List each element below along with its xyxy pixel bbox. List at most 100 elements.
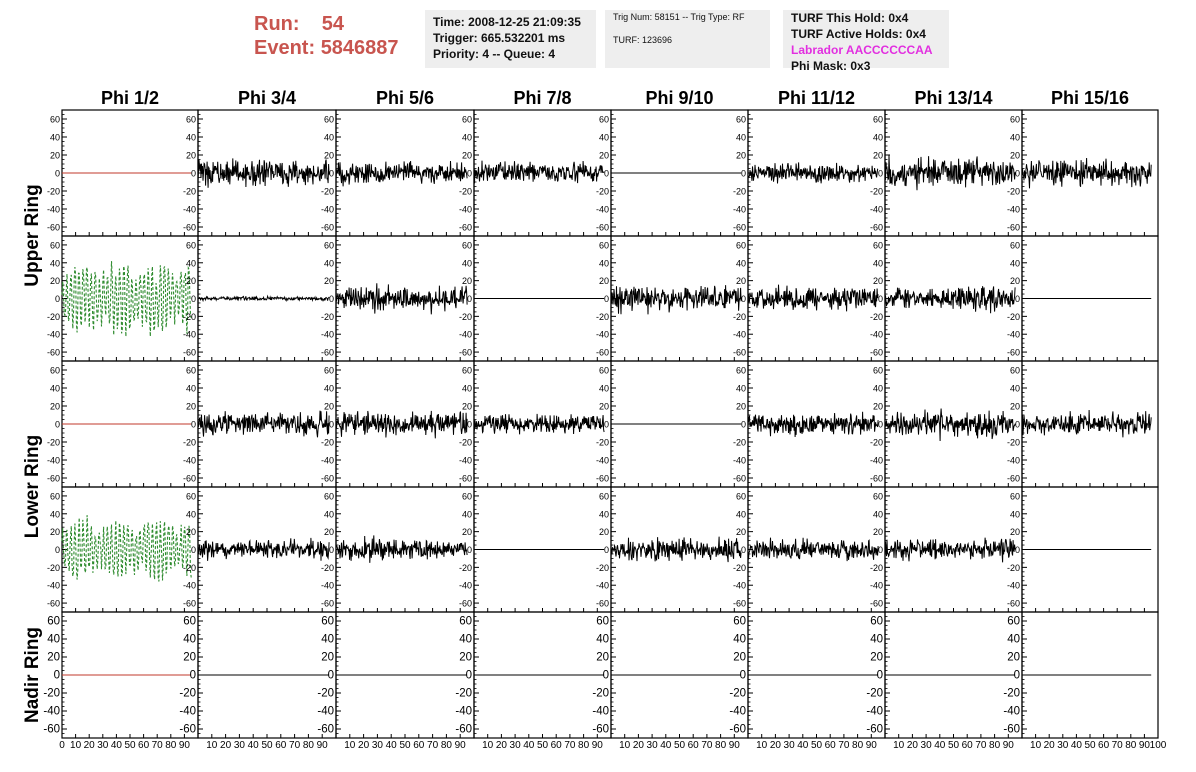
- event-label: Event:: [254, 37, 316, 59]
- y-tick-label: -40: [733, 205, 746, 215]
- y-tick-label: 60: [462, 491, 472, 501]
- y-tick-label: 60: [324, 366, 334, 376]
- y-tick-label: 40: [321, 634, 334, 646]
- y-tick-label: 20: [50, 402, 60, 412]
- y-tick-label: -60: [321, 599, 334, 609]
- y-tick-label: 40: [599, 258, 609, 268]
- x-tick-label: 60: [825, 740, 837, 751]
- y-tick-label: 0: [55, 545, 60, 555]
- y-tick-label: -40: [183, 330, 196, 340]
- y-tick-label: -40: [596, 205, 609, 215]
- y-tick-label: 60: [50, 491, 60, 501]
- y-tick-label: -40: [596, 456, 609, 466]
- x-tick-label: 70: [1112, 740, 1124, 751]
- y-tick-label: 60: [324, 240, 334, 250]
- y-tick-label: -40: [317, 706, 334, 718]
- run-label: Run:: [254, 13, 300, 35]
- y-tick-label: 40: [50, 384, 60, 394]
- y-tick-label: 20: [462, 276, 472, 286]
- y-tick-label: 40: [324, 258, 334, 268]
- x-tick-label: 20: [358, 740, 370, 751]
- y-tick-label: 20: [186, 276, 196, 286]
- x-tick-label: 80: [989, 740, 1001, 751]
- x-tick-label: 0: [59, 740, 65, 751]
- y-tick-label: -60: [321, 223, 334, 233]
- y-tick-label: 20: [50, 527, 60, 537]
- y-tick-label: -60: [870, 599, 883, 609]
- y-tick-label: 60: [186, 491, 196, 501]
- x-tick-label: 20: [1044, 740, 1056, 751]
- y-tick-label: -20: [1007, 438, 1020, 448]
- y-tick-label: 0: [603, 670, 609, 682]
- x-tick-label: 60: [1098, 740, 1110, 751]
- y-tick-label: 20: [736, 151, 746, 161]
- ring-label: Upper Ring: [22, 184, 43, 286]
- waveform-trace: [335, 283, 468, 315]
- y-tick-label: -20: [459, 563, 472, 573]
- y-tick-label: 40: [186, 133, 196, 143]
- y-tick-label: -60: [179, 724, 196, 736]
- y-tick-label: 0: [878, 169, 883, 179]
- y-tick-label: 60: [324, 491, 334, 501]
- y-tick-label: 0: [329, 294, 334, 304]
- y-tick-label: 0: [1015, 169, 1020, 179]
- y-tick-label: 20: [870, 652, 883, 664]
- y-tick-label: 60: [186, 115, 196, 125]
- y-tick-label: 20: [873, 402, 883, 412]
- y-tick-label: 40: [1010, 384, 1020, 394]
- y-tick-label: -60: [321, 348, 334, 358]
- x-tick-label: 90: [455, 740, 467, 751]
- y-tick-label: 60: [183, 616, 196, 628]
- waveform-trace: [197, 294, 330, 303]
- y-tick-label: 0: [604, 420, 609, 430]
- y-tick-label: -20: [47, 563, 60, 573]
- y-tick-label: 40: [324, 509, 334, 519]
- y-tick-label: -20: [733, 438, 746, 448]
- y-tick-label: 0: [467, 545, 472, 555]
- run-value: 54: [321, 13, 345, 35]
- x-tick-label: 90: [592, 740, 604, 751]
- y-tick-label: 60: [599, 366, 609, 376]
- y-tick-label: 60: [599, 240, 609, 250]
- x-tick-label: 40: [523, 740, 535, 751]
- y-tick-label: -40: [729, 706, 746, 718]
- y-tick-label: 0: [54, 670, 60, 682]
- x-tick-label: 30: [647, 740, 659, 751]
- y-tick-label: 60: [321, 616, 334, 628]
- phi-mask-text: Phi Mask: 0x3: [791, 59, 871, 73]
- y-tick-label: -20: [183, 312, 196, 322]
- column-header: Phi 5/6: [376, 88, 434, 108]
- y-tick-label: -60: [596, 223, 609, 233]
- y-tick-label: 40: [599, 133, 609, 143]
- y-tick-label: 0: [191, 294, 196, 304]
- waveform-trace: [61, 515, 192, 582]
- y-tick-label: 20: [599, 527, 609, 537]
- y-tick-label: -40: [179, 706, 196, 718]
- waveform-trace: [335, 410, 468, 439]
- y-tick-label: 40: [462, 258, 472, 268]
- x-tick-label: 70: [427, 740, 439, 751]
- y-tick-label: -20: [596, 438, 609, 448]
- x-tick-label: 40: [111, 740, 123, 751]
- y-tick-label: 40: [1010, 509, 1020, 519]
- y-tick-label: 0: [740, 670, 746, 682]
- x-tick-label: 70: [289, 740, 301, 751]
- y-tick-label: 40: [599, 384, 609, 394]
- y-tick-label: -60: [317, 724, 334, 736]
- x-tick-label: 60: [413, 740, 425, 751]
- x-tick-label: 80: [303, 740, 315, 751]
- y-tick-label: 20: [736, 402, 746, 412]
- turf-info-box: TURF This Hold: 0x4 TURF Active Holds: 0…: [783, 10, 949, 73]
- y-tick-label: -40: [596, 330, 609, 340]
- y-tick-label: -40: [321, 330, 334, 340]
- x-tick-label: 70: [701, 740, 713, 751]
- x-tick-label: 80: [578, 740, 590, 751]
- y-tick-label: -40: [1003, 706, 1020, 718]
- y-tick-label: 40: [736, 384, 746, 394]
- y-tick-label: -60: [592, 724, 609, 736]
- y-tick-label: 40: [50, 133, 60, 143]
- y-tick-label: 0: [328, 670, 334, 682]
- y-tick-label: 0: [878, 545, 883, 555]
- y-tick-label: 0: [467, 294, 472, 304]
